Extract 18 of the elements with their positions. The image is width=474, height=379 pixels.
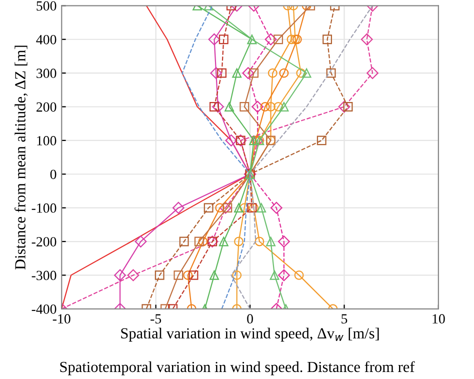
y-tick-label: -200 <box>32 237 56 246</box>
y-tick-label: 400 <box>36 34 56 44</box>
y-tick-label: 100 <box>37 136 56 146</box>
x-tick-label: 0 <box>247 314 253 324</box>
x-tick-label: 5 <box>342 314 348 324</box>
y-tick-label: -400 <box>32 304 56 314</box>
y-tick-label: -100 <box>32 203 56 213</box>
y-tick-label: -300 <box>32 270 56 280</box>
y-tick-label: 200 <box>36 102 56 112</box>
x-axis-title: Spatial variation in wind speed, Δv$_{w}$ [m/s] <box>121 328 379 342</box>
x-tick-label: 10 <box>432 314 445 324</box>
x-tick-label: -10 <box>52 314 70 324</box>
y-tick-label: 0 <box>50 170 56 180</box>
y-axis-title: Distance from mean altitude, ΔZ [m] <box>14 46 28 270</box>
x-tick-label: -5 <box>150 314 162 324</box>
text: Spatiotemporal variation in wind speed. Distance from ref <box>60 361 415 376</box>
y-tick-label: 500 <box>36 1 56 11</box>
y-tick-label: 300 <box>36 68 56 78</box>
